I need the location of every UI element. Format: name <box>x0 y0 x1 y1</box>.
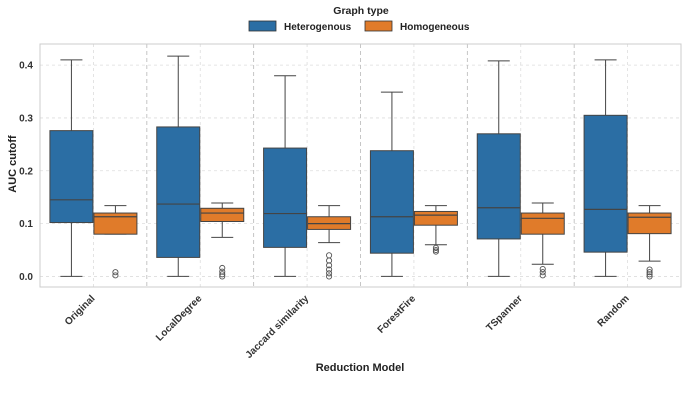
x-tick-label: LocalDegree <box>154 293 205 344</box>
plot-frame <box>39 43 682 288</box>
outlier-point <box>539 269 546 276</box>
outlier-point <box>112 272 119 279</box>
outlier-point <box>326 270 333 277</box>
outlier-point <box>432 244 439 251</box>
y-tick-label: 0.3 <box>19 113 33 124</box>
y-tick-label: 0.2 <box>19 166 33 177</box>
box-homogeneous-forestfire <box>413 205 458 255</box>
iqr-box <box>520 212 565 235</box>
iqr-box <box>369 150 414 254</box>
box-heterogenous-forestfire <box>369 91 414 277</box>
legend-swatch-homogeneous <box>364 20 393 32</box>
x-tick-label: Random <box>596 293 632 329</box>
outlier-point <box>112 269 119 276</box>
outlier-point <box>432 246 439 254</box>
box-heterogenous-random <box>583 59 628 277</box>
iqr-box <box>200 207 245 222</box>
y-tick-label: 0.4 <box>19 61 33 72</box>
iqr-box <box>49 130 94 224</box>
y-tick-label: 0.0 <box>19 272 33 283</box>
boxes <box>49 55 672 280</box>
legend-label-heterogenous: Heterogenous <box>284 22 352 33</box>
box-homogeneous-jaccard-similarity <box>307 205 352 280</box>
x-tick-label: Original <box>63 293 98 328</box>
box-homogeneous-original <box>93 205 138 279</box>
legend: Graph type Heterogenous Homogeneous <box>248 5 470 33</box>
box-heterogenous-tspanner <box>476 60 521 277</box>
box-homogeneous-tspanner <box>520 202 565 279</box>
outlier-point <box>219 264 226 272</box>
box-homogeneous-localdegree <box>200 202 245 280</box>
iqr-box <box>476 133 521 240</box>
legend-swatch-heterogenous <box>248 20 277 32</box>
y-axis-title: AUC cutoff <box>7 135 19 193</box>
iqr-box <box>93 212 138 235</box>
x-tick-label: Jaccard similarity <box>244 293 312 361</box>
box-heterogenous-original <box>49 59 94 277</box>
box-heterogenous-jaccard-similarity <box>263 75 308 277</box>
outlier-point <box>539 265 546 273</box>
x-axis-ticks: Original LocalDegree Jaccard similarity For… <box>63 293 632 361</box>
outlier-point <box>646 273 653 280</box>
outlier-point <box>646 269 653 276</box>
iqr-box <box>263 147 308 248</box>
iqr-box <box>583 114 628 253</box>
iqr-box <box>627 212 672 235</box>
outlier-point <box>219 271 226 278</box>
outlier-point <box>219 268 226 275</box>
box-homogeneous-random <box>627 205 672 280</box>
y-tick-label: 0.1 <box>19 219 33 230</box>
iqr-box <box>156 126 201 258</box>
x-tick-label: TSpanner <box>484 293 524 333</box>
box-heterogenous-localdegree <box>156 55 201 277</box>
outlier-point <box>326 266 333 273</box>
legend-label-homogeneous: Homogeneous <box>400 22 470 33</box>
outlier-point <box>646 266 653 273</box>
outlier-point <box>326 252 333 259</box>
outlier-point <box>326 273 333 280</box>
iqr-box <box>413 210 458 226</box>
y-axis-ticks: 0.0 0.1 0.2 0.3 0.4 <box>19 61 33 283</box>
outlier-point <box>539 272 546 279</box>
legend-title: Graph type <box>333 5 389 17</box>
x-axis-title: Reduction Model <box>316 362 405 374</box>
x-tick-label: ForestFire <box>376 293 419 336</box>
